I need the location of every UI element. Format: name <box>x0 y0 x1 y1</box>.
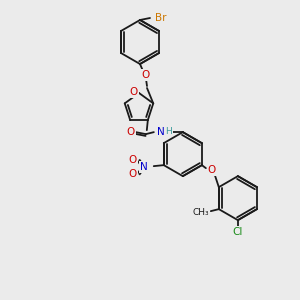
Text: O: O <box>129 155 137 165</box>
Text: N: N <box>140 162 148 172</box>
Text: O: O <box>142 70 150 80</box>
Text: N: N <box>157 127 165 137</box>
Text: O: O <box>208 165 216 175</box>
Text: O: O <box>129 169 137 179</box>
Text: O: O <box>130 87 138 97</box>
Text: Br: Br <box>155 13 167 23</box>
Text: CH₃: CH₃ <box>193 208 209 217</box>
Text: H: H <box>165 127 172 136</box>
Text: Cl: Cl <box>233 227 243 237</box>
Text: O: O <box>127 127 135 137</box>
